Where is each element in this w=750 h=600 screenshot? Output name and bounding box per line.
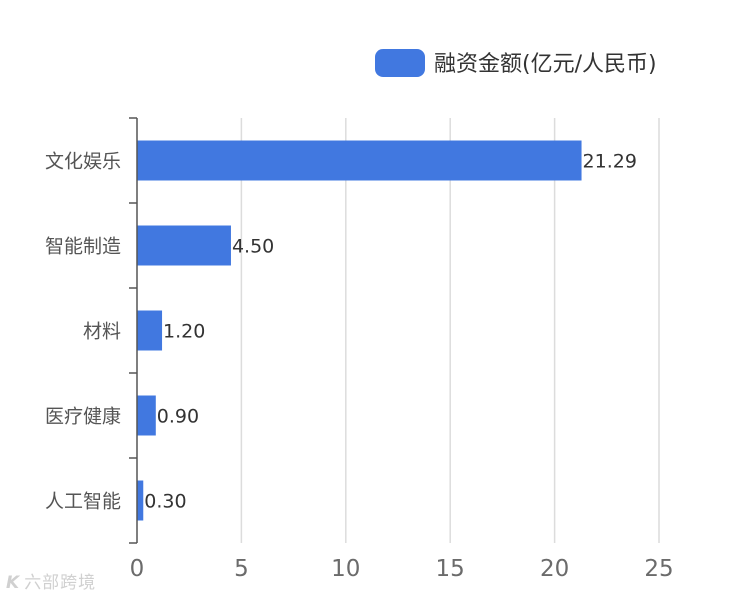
category-label: 文化娱乐 — [45, 151, 121, 173]
category-label: 人工智能 — [45, 491, 121, 513]
x-tick-labels: 0 5 10 15 20 25 — [130, 556, 674, 582]
legend-label: 融资金额(亿元/人民币) — [434, 52, 657, 77]
x-tick-label: 0 — [130, 556, 145, 582]
bar[interactable] — [137, 480, 144, 521]
watermark: K 六部跨境 — [6, 568, 96, 593]
category-label: 材料 — [83, 321, 121, 343]
x-tick-label: 15 — [436, 556, 465, 582]
category-label: 智能制造 — [45, 236, 121, 258]
bar[interactable] — [137, 395, 156, 436]
value-label: 1.20 — [163, 321, 205, 343]
x-tick-label: 25 — [644, 556, 673, 582]
x-tick-label: 10 — [331, 556, 360, 582]
legend[interactable]: 融资金额(亿元/人民币) — [375, 49, 657, 77]
watermark-logo: K — [6, 573, 21, 593]
bars — [137, 140, 582, 521]
value-label: 0.30 — [144, 491, 186, 513]
x-tick-label: 20 — [540, 556, 569, 582]
value-label: 0.90 — [157, 406, 199, 428]
bar[interactable] — [137, 140, 582, 181]
legend-swatch — [375, 49, 425, 77]
category-axis — [129, 117, 138, 544]
value-labels: 21.29 4.50 1.20 0.90 0.30 — [144, 151, 637, 513]
value-label: 4.50 — [232, 236, 274, 258]
category-label: 医疗健康 — [45, 406, 121, 428]
bar[interactable] — [137, 225, 231, 266]
bar[interactable] — [137, 310, 163, 351]
grid-lines — [240, 118, 660, 543]
x-tick-label: 5 — [234, 556, 249, 582]
value-label: 21.29 — [583, 151, 637, 173]
watermark-text: 六部跨境 — [24, 573, 97, 593]
